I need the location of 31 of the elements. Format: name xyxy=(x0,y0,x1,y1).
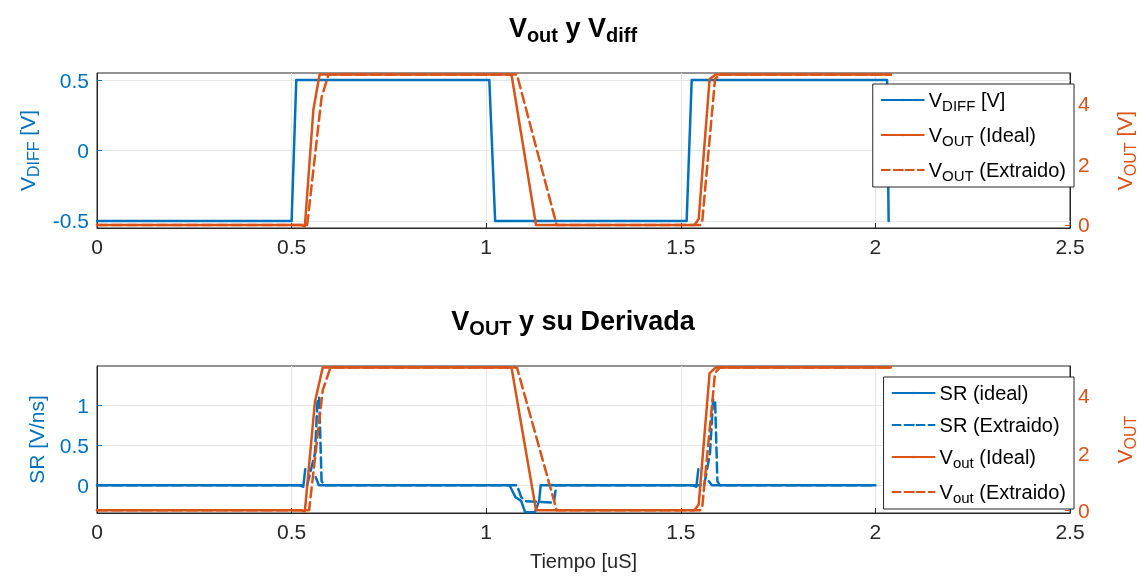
y2-tick-label: 2 xyxy=(1078,441,1090,465)
y2-axis-title: VOUT xyxy=(1112,415,1139,464)
legend-label: SR (ideal) xyxy=(939,382,1029,404)
x-tick-label: 2 xyxy=(869,235,882,258)
y2-tick-label: 4 xyxy=(1078,91,1090,115)
y2-axis-title: VOUT [V] xyxy=(1112,110,1139,191)
x-tick-label: 0 xyxy=(91,520,103,543)
y-tick-label: -0.5 xyxy=(52,209,89,233)
y2-tick-label: 4 xyxy=(1078,384,1090,408)
y2-tick-label: 2 xyxy=(1078,152,1090,176)
x-axis-title: Tiempo [uS] xyxy=(529,550,638,572)
y-axis-title: VDIFF [V] xyxy=(16,109,43,192)
x-tick-label: 2 xyxy=(869,520,882,543)
x-tick-label: 1.5 xyxy=(666,520,696,543)
x-tick-label: 1.5 xyxy=(666,235,696,258)
y-tick-label: 0 xyxy=(77,139,89,162)
y-axis-title: SR [V/ns] xyxy=(25,395,48,484)
y-tick-label: 0 xyxy=(77,473,89,497)
x-tick-label: 2.5 xyxy=(1055,235,1085,258)
x-tick-label: 0.5 xyxy=(277,520,307,543)
x-tick-label: 2.5 xyxy=(1055,520,1085,543)
legend-label: SR (Extraido) xyxy=(939,414,1060,436)
y-tick-label: 0.5 xyxy=(59,68,89,92)
x-tick-label: 1 xyxy=(480,520,493,543)
y2-tick-label: 0 xyxy=(1078,498,1090,522)
x-tick-label: 0 xyxy=(91,235,103,258)
x-tick-label: 0.5 xyxy=(277,235,307,258)
x-tick-label: 1 xyxy=(480,235,493,258)
y-tick-label: 0.5 xyxy=(59,433,89,457)
y2-tick-label: 0 xyxy=(1078,213,1090,237)
y-tick-label: 1 xyxy=(77,394,89,418)
